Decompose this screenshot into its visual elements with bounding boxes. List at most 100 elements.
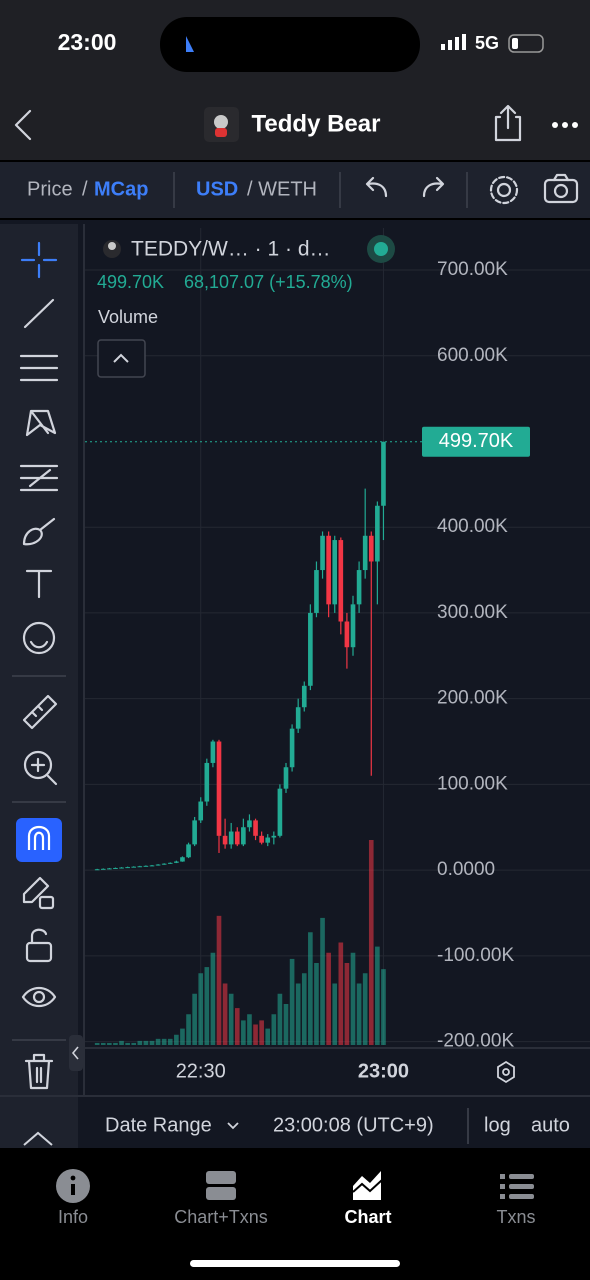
zoom-handle [46,774,58,786]
lock-draw-tool[interactable] [22,876,50,904]
log-toggle[interactable]: log [484,1114,511,1136]
chart-txns-tab-icon[interactable] [206,1171,236,1184]
date-range[interactable]: Date Range [105,1114,212,1136]
y-tick-label: 100.00K [437,773,508,794]
dynamic-island [160,17,420,72]
zoom-tool[interactable] [23,750,53,780]
usd-toggle[interactable]: USD [196,178,238,200]
candle-body [113,867,118,869]
chart-tab-icon[interactable] [353,1171,381,1200]
candle-body [381,441,386,506]
volume-bar [277,993,283,1045]
candle-body [125,867,130,869]
volume-bar [174,1034,179,1045]
volume-bar [326,952,331,1045]
volume-bar [265,1028,271,1045]
candle-body [295,707,301,729]
volume-bar [161,1038,167,1045]
candle-body [241,827,246,845]
volume-bar [295,983,301,1045]
candle-body [326,535,331,605]
candle-body [155,864,161,866]
drawing-tools [19,241,59,1090]
screenshot-button[interactable] [543,173,579,204]
date-range-caret [227,1122,239,1130]
visibility-pupil [32,990,46,1004]
ruler-tool[interactable] [22,694,58,730]
x-tick-label: 22:30 [176,1060,226,1082]
volume-bar [186,1014,191,1045]
volume-bar [107,1042,112,1045]
volume-bar [247,1014,252,1045]
back-button[interactable] [14,109,32,141]
visibility-tool[interactable] [21,986,57,1008]
y-tick-label: -200.00K [437,1031,514,1052]
collapse-tools[interactable] [69,1035,83,1071]
candle-body [271,835,277,838]
volume-bar [198,973,204,1045]
pattern-tool[interactable] [25,409,57,437]
chart-txns-tab[interactable]: Chart+Txns [174,1207,268,1227]
candle-body [247,820,252,828]
prediction-tool[interactable] [19,464,59,492]
volume-bar [350,952,356,1045]
auto-toggle[interactable]: auto [531,1114,570,1136]
candle-body [253,820,258,836]
nav-title: Teddy Bear [252,110,381,137]
volume-bar [192,993,197,1045]
emoji-tool[interactable] [22,621,56,655]
candle-body [137,866,143,868]
volume-bar [362,973,368,1045]
volume-bar [125,1042,130,1045]
brush-tool[interactable] [22,517,56,546]
volume-bar [320,917,325,1045]
txns-tab[interactable]: Txns [496,1207,535,1227]
emoji-smile [29,640,49,649]
legend: TEDDY/W… · 1 · d… 499.70K 68,107.07 (+15… [97,235,395,378]
fib-tool[interactable] [19,354,59,382]
volume-bar [301,973,307,1045]
volume-bar [271,1014,277,1045]
volume-bar [381,969,386,1045]
txns-tab-icon[interactable] [500,1174,534,1199]
mcap-toggle[interactable]: MCap [94,178,148,200]
crosshair-tool[interactable] [20,241,58,279]
magnet-tool[interactable] [16,818,62,862]
info-tab[interactable]: Info [58,1207,88,1227]
candle-body [198,801,204,821]
candle-body [210,741,216,763]
zoom-plus [30,757,46,773]
more-button[interactable] [552,122,578,128]
collapse-legend-icon [113,353,129,363]
candle-body [283,767,289,789]
candle-body [94,869,100,871]
unlock-tool[interactable] [25,941,53,963]
candle-body [149,865,155,867]
info-icon-dot [70,1175,76,1181]
candle-body [228,831,234,845]
home-indicator [190,1260,400,1267]
magnet-icon [27,825,51,850]
text-tool[interactable] [25,569,53,599]
candle-body [167,862,173,864]
volume-bar [131,1042,137,1045]
plot: 700.00K 600.00K 400.00K 300.00K 200.00K 100.0… [85,228,590,1082]
undo-button[interactable] [365,176,388,198]
volume-bar [94,1042,100,1045]
chart-tab[interactable]: Chart [344,1207,391,1227]
collapse-legend[interactable] [97,339,146,378]
settings-button[interactable] [489,175,519,205]
trendline-tool[interactable] [23,298,55,329]
price-toggle[interactable]: Price [27,178,73,200]
share-button[interactable] [494,104,522,142]
tool-scroll-hint [23,1131,53,1146]
clock: 23:00:08 (UTC+9) [273,1114,434,1136]
candle-body [222,835,228,845]
candle-body [107,868,112,870]
weth-toggle[interactable]: / WETH [247,178,317,200]
volume-bar [143,1040,149,1045]
delete-tool[interactable] [24,1053,54,1090]
redo-button[interactable] [422,176,445,198]
volume-bar [344,963,350,1045]
axis-settings[interactable] [497,1060,515,1084]
